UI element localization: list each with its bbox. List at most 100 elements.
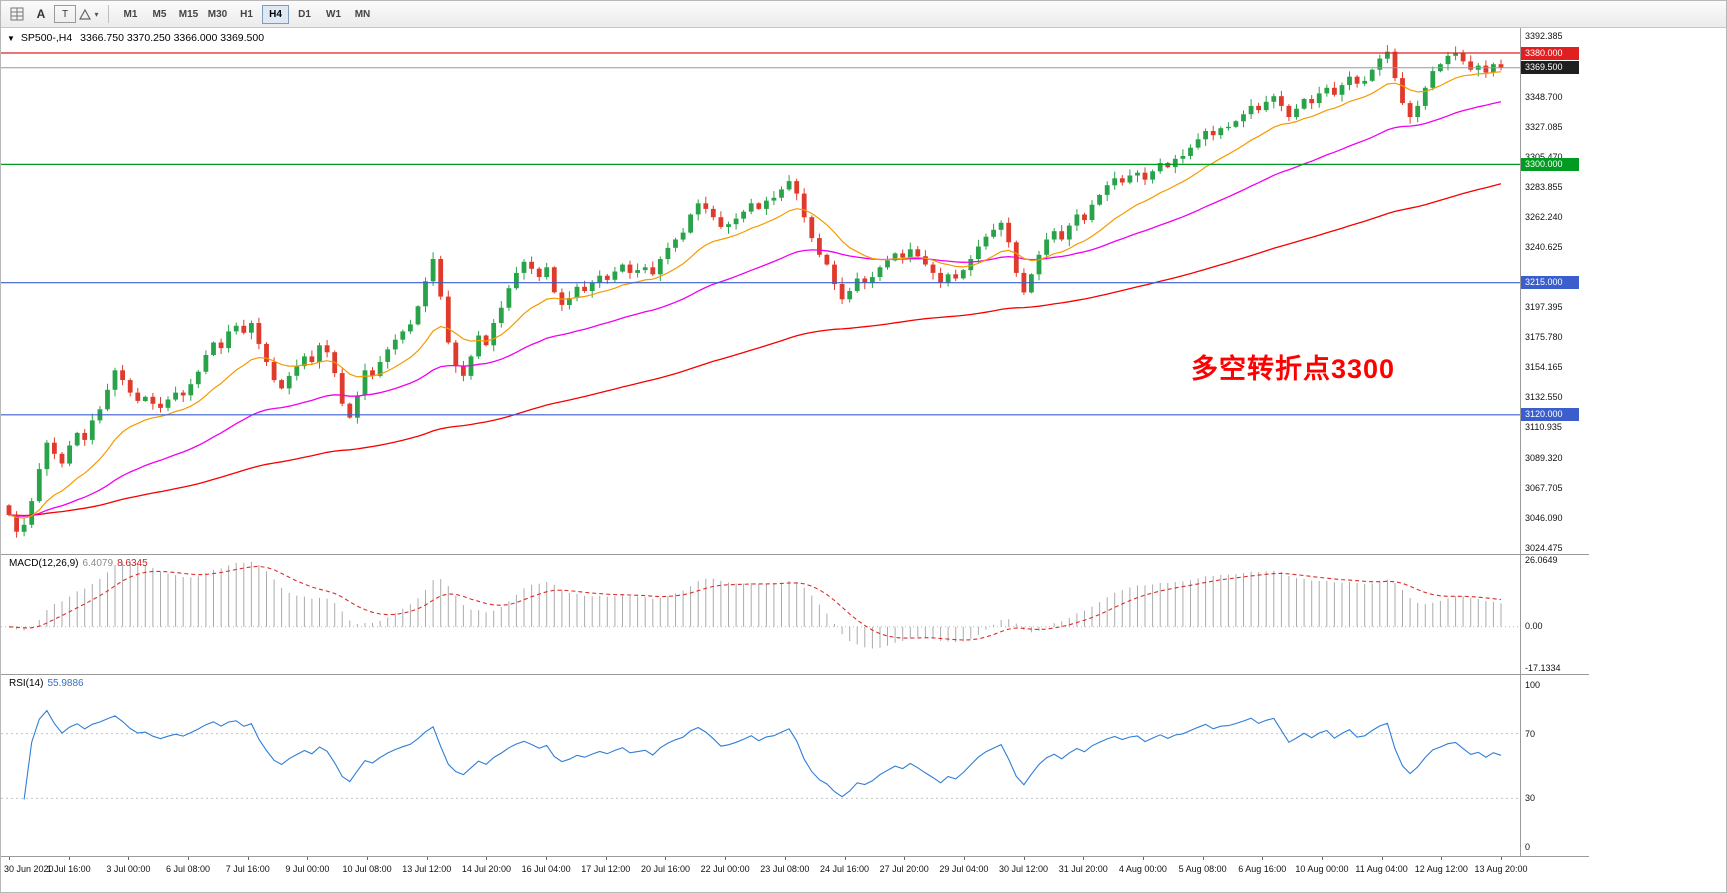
price-axis-label: 3110.935: [1525, 422, 1562, 433]
time-axis-tick: [128, 857, 130, 860]
time-axis-label: 27 Jul 20:00: [879, 864, 929, 874]
shapes-icon: [79, 8, 92, 20]
time-axis-label: 30 Jul 12:00: [999, 864, 1049, 874]
time-axis-tick: [426, 857, 428, 860]
rsi-value: 55.9886: [47, 678, 84, 689]
time-axis-tick: [1202, 857, 1204, 860]
rsi-axis-label: 30: [1525, 793, 1536, 804]
time-axis-tick: [1441, 857, 1443, 860]
timeframe-button-h4[interactable]: H4: [262, 4, 289, 24]
rsi-label: RSI(14) 55.9886: [9, 678, 84, 689]
time-axis-tick: [605, 857, 607, 860]
dropdown-arrow-icon: ▾: [94, 9, 99, 19]
rsi-axis-label: 70: [1525, 728, 1536, 739]
rsi-line: [23, 709, 1502, 800]
macd-name: MACD(12,26,9): [9, 558, 79, 569]
time-axis-label: 13 Aug 20:00: [1474, 864, 1528, 874]
time-axis-tick: [486, 857, 488, 860]
timeframe-button-m30[interactable]: M30: [207, 8, 228, 20]
horizontal-lines-layer[interactable]: [1, 52, 1521, 416]
time-axis-tick: [1262, 857, 1264, 860]
time-axis-label: 11 Aug 04:00: [1355, 864, 1408, 874]
price-axis-label: 3327.085: [1525, 121, 1563, 132]
time-axis-label: 1 Jul 16:00: [46, 864, 91, 874]
time-axis-tick: [1142, 857, 1144, 860]
time-axis-label: 7 Jul 16:00: [225, 864, 270, 874]
price-axis-label: 3089.320: [1525, 452, 1563, 463]
price-axis-label: 3046.090: [1525, 512, 1563, 523]
chart-ohlc-values: 3366.750 3370.250 3366.000 3369.500: [80, 32, 265, 44]
axis-separator-line: [1520, 28, 1521, 856]
chart-symbol-period: SP500-,H4: [20, 32, 73, 44]
macd-axis-label: 26.0649: [1525, 555, 1558, 565]
price-axis-label: 3283.855: [1525, 181, 1563, 192]
time-axis-label: 4 Aug 00:00: [1118, 864, 1167, 874]
chart-grid-icon[interactable]: [6, 4, 28, 24]
timeframe-group: M1 M5 M15 M30 H1 H4 D1 W1 MN: [116, 4, 377, 24]
macd-axis-label: 0.00: [1525, 620, 1543, 631]
time-axis-label: 3 Jul 00:00: [106, 864, 151, 874]
time-axis-tick: [1083, 857, 1085, 860]
macd-panel: MACD(12,26,9) 6.4079 8.6345: [1, 554, 1589, 674]
time-axis-tick: [665, 857, 667, 860]
rsi-panel: RSI(14) 55.9886: [1, 674, 1589, 856]
toolbar: A T ▾ M1 M5 M15 M30 H1 H4 D1 W1 MN: [1, 1, 1726, 28]
rsi-axis-label: 0: [1525, 842, 1531, 852]
time-axis-label: 14 Jul 20:00: [461, 864, 511, 874]
candles-layer: [6, 45, 1504, 538]
timeframe-button-m5[interactable]: M5: [152, 8, 167, 20]
rsi-axis-label: 100: [1525, 680, 1541, 690]
price-axis-label: 3154.165: [1525, 362, 1563, 373]
price-axis-label: 3132.550: [1525, 392, 1563, 403]
time-axis-tick: [1023, 857, 1025, 860]
time-axis-label: 30 Jun 2020: [4, 864, 54, 874]
timeframe-button-mn[interactable]: MN: [354, 8, 371, 20]
timeframe-button-h1[interactable]: H1: [240, 8, 253, 20]
rsi-name: RSI(14): [9, 678, 44, 689]
timeframe-button-w1[interactable]: W1: [326, 8, 341, 20]
text-annotation[interactable]: 多空转折点3300: [1191, 354, 1396, 384]
time-axis-tick: [1501, 857, 1502, 860]
macd-signal-value: 8.6345: [117, 558, 148, 569]
text-tool-button[interactable]: T: [54, 5, 76, 23]
price-axis-label: 3175.780: [1525, 332, 1563, 343]
toolbar-separator: [108, 5, 109, 23]
timeframe-button-m15[interactable]: M15: [178, 8, 199, 20]
time-axis-tick: [844, 857, 846, 860]
grid-icon: [10, 7, 24, 21]
price-level-badge: 3120.000: [1521, 408, 1579, 422]
time-axis-label: 6 Jul 08:00: [166, 864, 211, 874]
timeframe-button-d1[interactable]: D1: [298, 8, 311, 20]
candlestick-chart[interactable]: [1, 28, 1521, 554]
macd-chart[interactable]: [1, 555, 1521, 674]
time-axis-label: 24 Jul 16:00: [819, 864, 870, 874]
price-level-badge: 3380.000: [1521, 46, 1579, 60]
time-axis-tick: [188, 857, 190, 860]
time-axis-label: 23 Jul 08:00: [760, 864, 810, 874]
rsi-chart[interactable]: [1, 675, 1521, 856]
time-axis-tick: [904, 857, 906, 860]
time-axis-label: 16 Jul 04:00: [521, 864, 571, 874]
time-axis-label: 10 Aug 00:00: [1295, 864, 1349, 874]
time-axis-label: 5 Aug 08:00: [1178, 864, 1227, 874]
time-axis-tick: [68, 857, 70, 860]
shapes-tool-button[interactable]: ▾: [78, 4, 100, 24]
time-axis-tick: [725, 857, 727, 860]
time-axis-tick: [1321, 857, 1323, 860]
price-axis-label: 3262.240: [1525, 211, 1563, 222]
time-axis-label: 29 Jul 04:00: [939, 864, 989, 874]
time-axis-tick: [367, 857, 369, 860]
macd-label: MACD(12,26,9) 6.4079 8.6345: [9, 558, 148, 569]
price-level-badge: 3300.000: [1521, 157, 1579, 171]
time-axis-tick: [1381, 857, 1383, 860]
time-axis[interactable]: 30 Jun 2020 1 Jul 16:00 3 Jul 00:00 6 Jul 0…: [1, 856, 1589, 892]
time-axis-label: 17 Jul 12:00: [581, 864, 631, 874]
chart-collapse-arrow-icon[interactable]: ▼: [7, 34, 15, 43]
time-axis-label: 9 Jul 00:00: [285, 864, 330, 874]
price-axis-label: 3240.625: [1525, 241, 1563, 252]
timeframe-button-m1[interactable]: M1: [123, 8, 138, 20]
text-label-tool-button[interactable]: A: [36, 7, 46, 21]
moving-averages-layer: [8, 71, 1502, 519]
macd-axis-label: -17.1334: [1525, 663, 1561, 673]
time-axis-label: 20 Jul 16:00: [640, 864, 690, 874]
